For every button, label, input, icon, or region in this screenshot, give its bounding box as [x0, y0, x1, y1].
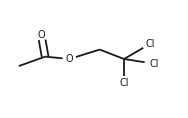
Text: O: O [38, 30, 45, 40]
Text: Cl: Cl [119, 78, 129, 88]
Text: Cl: Cl [146, 39, 155, 49]
Text: Cl: Cl [149, 59, 159, 69]
Text: O: O [66, 54, 73, 64]
